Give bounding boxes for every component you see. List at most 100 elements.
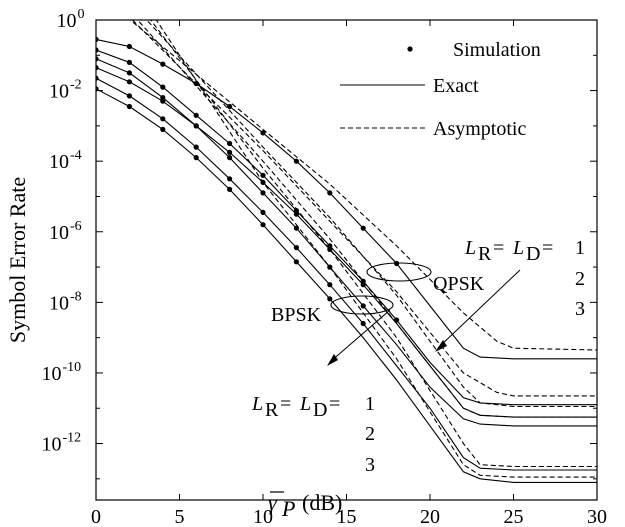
bpsk-l3-sim-point — [193, 155, 199, 161]
bpsk-l3-sim-point — [96, 86, 99, 92]
bpsk-l1-sim-point — [260, 179, 266, 185]
qpsk-l3-sim-point — [327, 264, 333, 270]
qpsk-l1-sim-point — [193, 80, 199, 87]
y-tick-exponent: -2 — [70, 78, 82, 93]
bpsk-l3-sim-point — [260, 222, 266, 228]
qpsk-l2-sim-point — [96, 47, 99, 53]
legend-marker-simulation — [407, 46, 413, 52]
qpsk-l2-exact-line — [96, 49, 597, 406]
qpsk-label: QPSK — [433, 273, 485, 295]
x-tick-label: 10 — [253, 506, 273, 527]
bpsk-ellipse — [330, 295, 394, 315]
y-tick-label: 10 — [57, 10, 77, 32]
x-tick-label: 15 — [337, 506, 357, 527]
bpsk-eq-2: = — [329, 393, 340, 415]
x-tick-label: 30 — [587, 506, 607, 527]
x-tick-label: 0 — [91, 506, 101, 527]
qpsk-l1-sim-point — [227, 103, 233, 110]
bpsk-order-2: 2 — [365, 423, 375, 445]
qpsk-arrow-head — [435, 340, 447, 352]
qpsk-sub-r: R — [478, 243, 492, 265]
bpsk-l2-sim-point — [360, 320, 366, 327]
qpsk-l3-sim-point — [126, 70, 132, 76]
x-axis-title-symbol: γ — [268, 490, 278, 515]
qpsk-l2-sim-point — [126, 59, 132, 65]
x-axis-title: γ P (dB) — [268, 490, 342, 521]
qpsk-l1-sim-point — [126, 43, 132, 50]
bpsk-sub-d: D — [313, 399, 327, 421]
qpsk-order-2: 2 — [575, 268, 585, 290]
y-tick-exponent: -4 — [70, 148, 82, 163]
y-tick-label: 10 — [49, 81, 69, 103]
qpsk-arrow — [437, 269, 521, 349]
x-tick-label: 20 — [420, 506, 440, 527]
qpsk-l2-sim-point — [160, 84, 166, 90]
qpsk-l1-asymptotic-line — [129, 20, 597, 351]
bpsk-l2-sim-point — [327, 282, 333, 288]
qpsk-l2-sim-point — [394, 317, 400, 323]
qpsk-l3-sim-point — [227, 155, 233, 161]
simulation-markers — [96, 36, 400, 327]
bpsk-l1-sim-point — [227, 149, 233, 155]
qpsk-order-3: 3 — [575, 298, 585, 320]
qpsk-annotation: QPSK L R = L D = 1 2 3 — [366, 237, 585, 352]
bpsk-annotation: BPSK L R = L D = 1 2 3 — [251, 295, 394, 476]
bpsk-arrow — [329, 309, 391, 363]
y-tick-label: 10 — [42, 434, 62, 456]
y-tick-exponent: 0 — [78, 7, 85, 22]
y-tick-exponent: -12 — [63, 431, 82, 446]
qpsk-l3-sim-point — [160, 95, 166, 101]
bpsk-l3-sim-point — [293, 259, 299, 265]
qpsk-l1-exact-line — [96, 38, 597, 360]
bpsk-l2-asymptotic-line — [150, 20, 597, 468]
qpsk-l2-asymptotic-line — [131, 20, 597, 397]
qpsk-order-1: 1 — [575, 237, 585, 259]
legend: Simulation Exact Asymptotic — [340, 39, 541, 140]
qpsk-l-r: L — [464, 237, 476, 259]
qpsk-l-d: L — [512, 237, 524, 259]
y-axis-title: Symbol Error Rate — [5, 177, 30, 343]
y-tick-label: 10 — [49, 151, 69, 173]
x-tick-label: 5 — [175, 506, 185, 527]
qpsk-l2-sim-point — [227, 140, 233, 147]
x-axis-title-subscript: P — [281, 496, 295, 521]
qpsk-l1-sim-point — [360, 225, 366, 231]
qpsk-l1-sim-point — [96, 36, 99, 42]
qpsk-l-label: L R = L D = 1 2 3 — [464, 237, 585, 320]
bpsk-l2-sim-point — [260, 209, 266, 215]
x-tick-label: 25 — [504, 506, 524, 527]
legend-label-exact: Exact — [433, 75, 479, 97]
bpsk-order-3: 3 — [365, 454, 375, 476]
qpsk-ellipse — [366, 262, 432, 282]
bpsk-l3-sim-point — [227, 186, 233, 192]
bpsk-l1-sim-point — [96, 65, 99, 71]
qpsk-l1-sim-point — [293, 158, 299, 164]
bpsk-label: BPSK — [271, 304, 322, 326]
y-tick-exponent: -8 — [70, 289, 82, 304]
bpsk-l2-sim-point — [160, 116, 166, 122]
qpsk-l3-sim-point — [360, 303, 366, 309]
bpsk-l1-sim-point — [126, 79, 132, 85]
qpsk-l1-sim-point — [327, 190, 333, 196]
bpsk-order-1: 1 — [365, 393, 375, 415]
qpsk-l1-sim-point — [260, 130, 266, 136]
y-tick-exponent: -10 — [63, 360, 82, 375]
x-axis-title-unit: (dB) — [302, 490, 342, 515]
bpsk-l1-sim-point — [293, 211, 299, 217]
qpsk-l3-sim-point — [293, 225, 299, 231]
qpsk-l3-asymptotic-line — [136, 20, 597, 418]
bpsk-l1-sim-point — [360, 282, 366, 288]
bpsk-l2-sim-point — [227, 176, 233, 182]
y-tick-label: 10 — [42, 363, 62, 385]
legend-label-simulation: Simulation — [453, 39, 541, 61]
bpsk-l-label: L R = L D = 1 2 3 — [251, 393, 375, 476]
bpsk-l3-sim-point — [126, 103, 132, 110]
bpsk-l1-sim-point — [160, 98, 166, 104]
qpsk-l2-sim-point — [260, 172, 266, 178]
bpsk-l2-sim-point — [126, 93, 132, 99]
bpsk-eq-1: = — [280, 393, 291, 415]
bpsk-sub-r: R — [265, 399, 279, 421]
qpsk-eq-1: = — [493, 237, 504, 259]
bpsk-l2-sim-point — [96, 75, 99, 81]
